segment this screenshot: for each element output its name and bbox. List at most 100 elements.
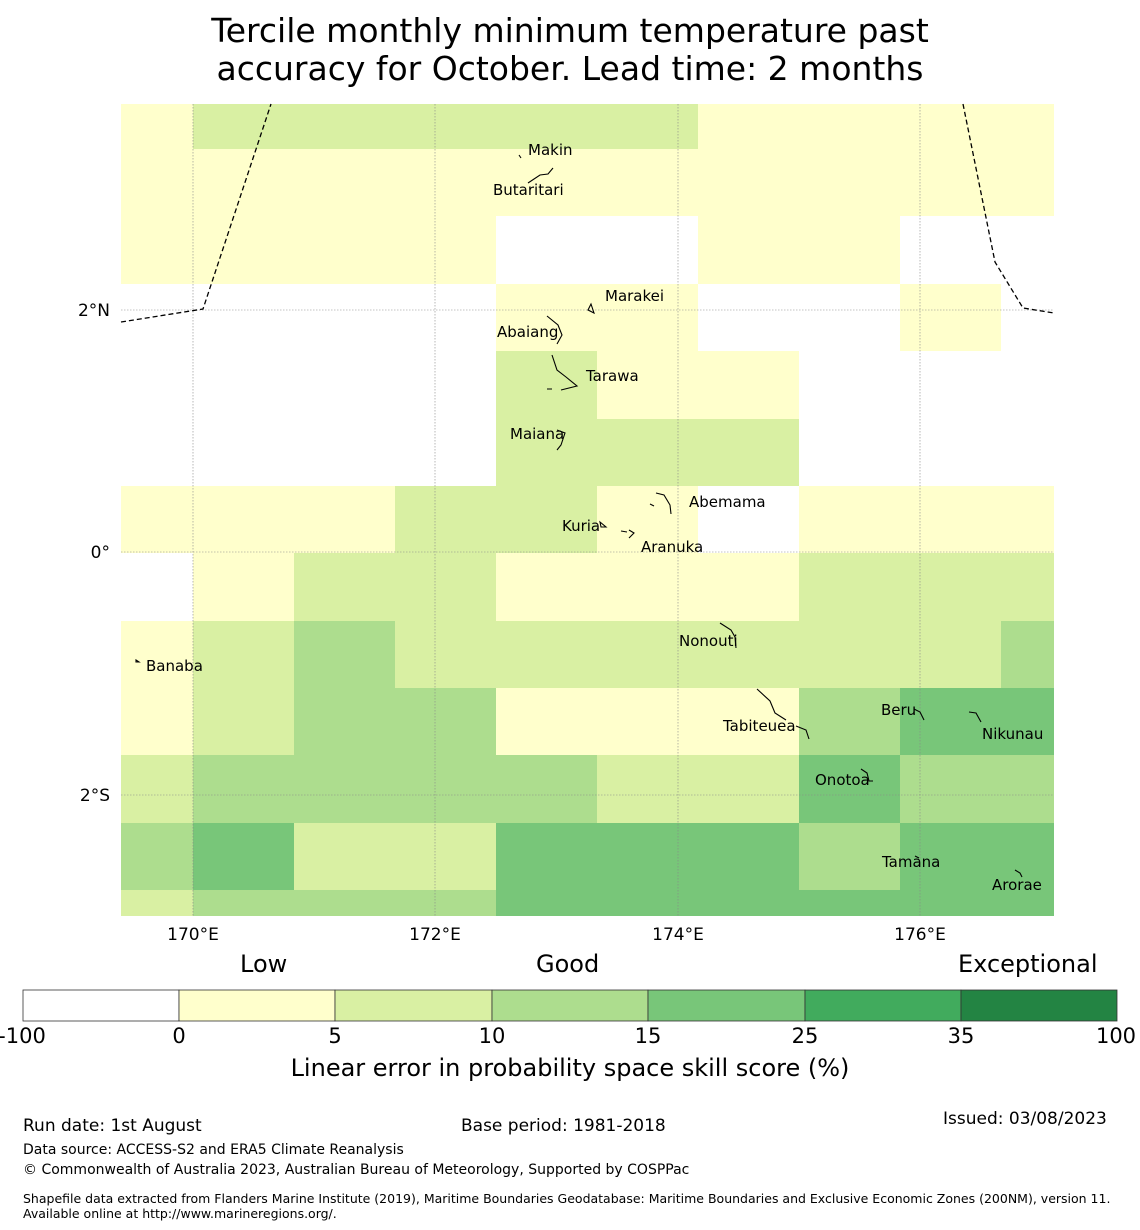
- legend-low: Low: [240, 950, 288, 978]
- skill-cell: [496, 553, 597, 621]
- skill-cell: [799, 621, 900, 688]
- skill-cell: [294, 755, 395, 823]
- data-source: Data source: ACCESS-S2 and ERA5 Climate …: [23, 1142, 404, 1158]
- skill-cell: [294, 553, 395, 621]
- skill-cell: [900, 486, 1001, 553]
- skill-cell: [496, 419, 597, 486]
- longitude-label: 172°E: [409, 925, 461, 945]
- map-title: Tercile monthly minimum temperature past…: [0, 12, 1140, 88]
- colorbar-swatch: [22, 989, 180, 1022]
- skill-cell: [900, 890, 1001, 916]
- island-outline: [518, 154, 522, 159]
- island-label: Abemama: [689, 493, 766, 511]
- latitude-label: 2°N: [78, 301, 110, 321]
- skill-cell: [395, 149, 496, 216]
- skill-cell: [698, 890, 799, 916]
- skill-cell: [597, 419, 698, 486]
- skill-cell: [193, 890, 294, 916]
- island-outline: [620, 529, 635, 539]
- island-outline: [756, 688, 810, 740]
- colorbar-tick: 25: [791, 1024, 819, 1048]
- skill-cell: [395, 104, 496, 149]
- skill-cell: [294, 621, 395, 688]
- skill-cell: [799, 890, 900, 916]
- skill-cell: [1001, 104, 1054, 149]
- island-outline: [599, 520, 608, 528]
- skill-cell: [698, 104, 799, 149]
- issued-date: Issued: 03/08/2023: [943, 1109, 1107, 1129]
- skill-cell: [193, 486, 294, 553]
- island-outline: [914, 855, 920, 859]
- skill-cell: [597, 890, 698, 916]
- island-outline: [135, 658, 141, 663]
- skill-cell: [597, 823, 698, 890]
- island-layer: Makin Butaritari Marakei Abaiang Tarawa Maian…: [135, 141, 1043, 894]
- axis-labels: 170°E 172°E 174°E 176°E 2°N 0° 2°S: [78, 301, 946, 945]
- island-label: Aranuka: [641, 538, 703, 556]
- skill-cell: [395, 553, 496, 621]
- colorbar-swatch: [334, 989, 493, 1022]
- legend-good: Good: [536, 950, 600, 978]
- island-outline: [587, 302, 595, 315]
- skill-cell: [193, 823, 294, 890]
- skill-cell: [395, 216, 496, 284]
- skill-cell: [121, 755, 193, 823]
- skill-cell: [395, 621, 496, 688]
- skill-cell: [121, 890, 193, 916]
- skill-cell: [395, 486, 496, 553]
- skill-cell: [698, 216, 799, 284]
- skill-cell: [597, 149, 698, 216]
- skill-cell: [121, 104, 193, 149]
- island-outline: [527, 167, 554, 184]
- island-outline: [1014, 869, 1023, 878]
- skill-cell: [799, 553, 900, 621]
- colorbar-swatch: [491, 989, 649, 1022]
- island-label: Kuria: [562, 517, 600, 535]
- island-outline: [649, 492, 672, 515]
- skill-cell: [193, 149, 294, 216]
- skill-cell: [496, 688, 597, 755]
- skill-cell: [597, 284, 698, 351]
- skill-cell: [698, 688, 799, 755]
- skill-cell: [1001, 553, 1054, 621]
- island-outline: [968, 711, 982, 723]
- skill-cell: [121, 823, 193, 890]
- skill-cell: [121, 486, 193, 553]
- skill-cell: [496, 621, 597, 688]
- island-outline: [547, 354, 579, 391]
- colorbar-tick: 5: [328, 1024, 342, 1048]
- colorbar-tick: 10: [478, 1024, 506, 1048]
- skill-cell: [698, 149, 799, 216]
- skill-cell: [496, 104, 597, 149]
- skill-cell: [799, 149, 900, 216]
- skill-cell: [799, 216, 900, 284]
- skill-cell: [698, 823, 799, 890]
- island-label: Marakei: [605, 287, 664, 305]
- skill-cell: [193, 688, 294, 755]
- skill-cell: [294, 149, 395, 216]
- skill-cell: [799, 688, 900, 755]
- skill-cell: [496, 486, 597, 553]
- colorbar: [22, 989, 1118, 1022]
- skill-cell: [121, 621, 193, 688]
- island-label: Arorae: [992, 876, 1042, 894]
- island-label: Nikunau: [982, 725, 1043, 743]
- skill-cell: [1001, 755, 1054, 823]
- skill-cell: [900, 284, 1001, 351]
- island-outline: [556, 429, 566, 451]
- island-outline: [719, 622, 737, 649]
- colorbar-tick: 0: [172, 1024, 186, 1048]
- skill-cell: [193, 755, 294, 823]
- colorbar-swatch: [178, 989, 336, 1022]
- skill-cell: [698, 621, 799, 688]
- skill-cell: [294, 486, 395, 553]
- colorbar-swatch: [804, 989, 962, 1022]
- longitude-label: 170°E: [167, 925, 219, 945]
- skill-cell: [597, 104, 698, 149]
- longitude-label: 176°E: [894, 925, 946, 945]
- skill-cell: [1001, 688, 1054, 755]
- skill-cell: [294, 104, 395, 149]
- skill-cell: [698, 419, 799, 486]
- skill-cell: [597, 351, 698, 419]
